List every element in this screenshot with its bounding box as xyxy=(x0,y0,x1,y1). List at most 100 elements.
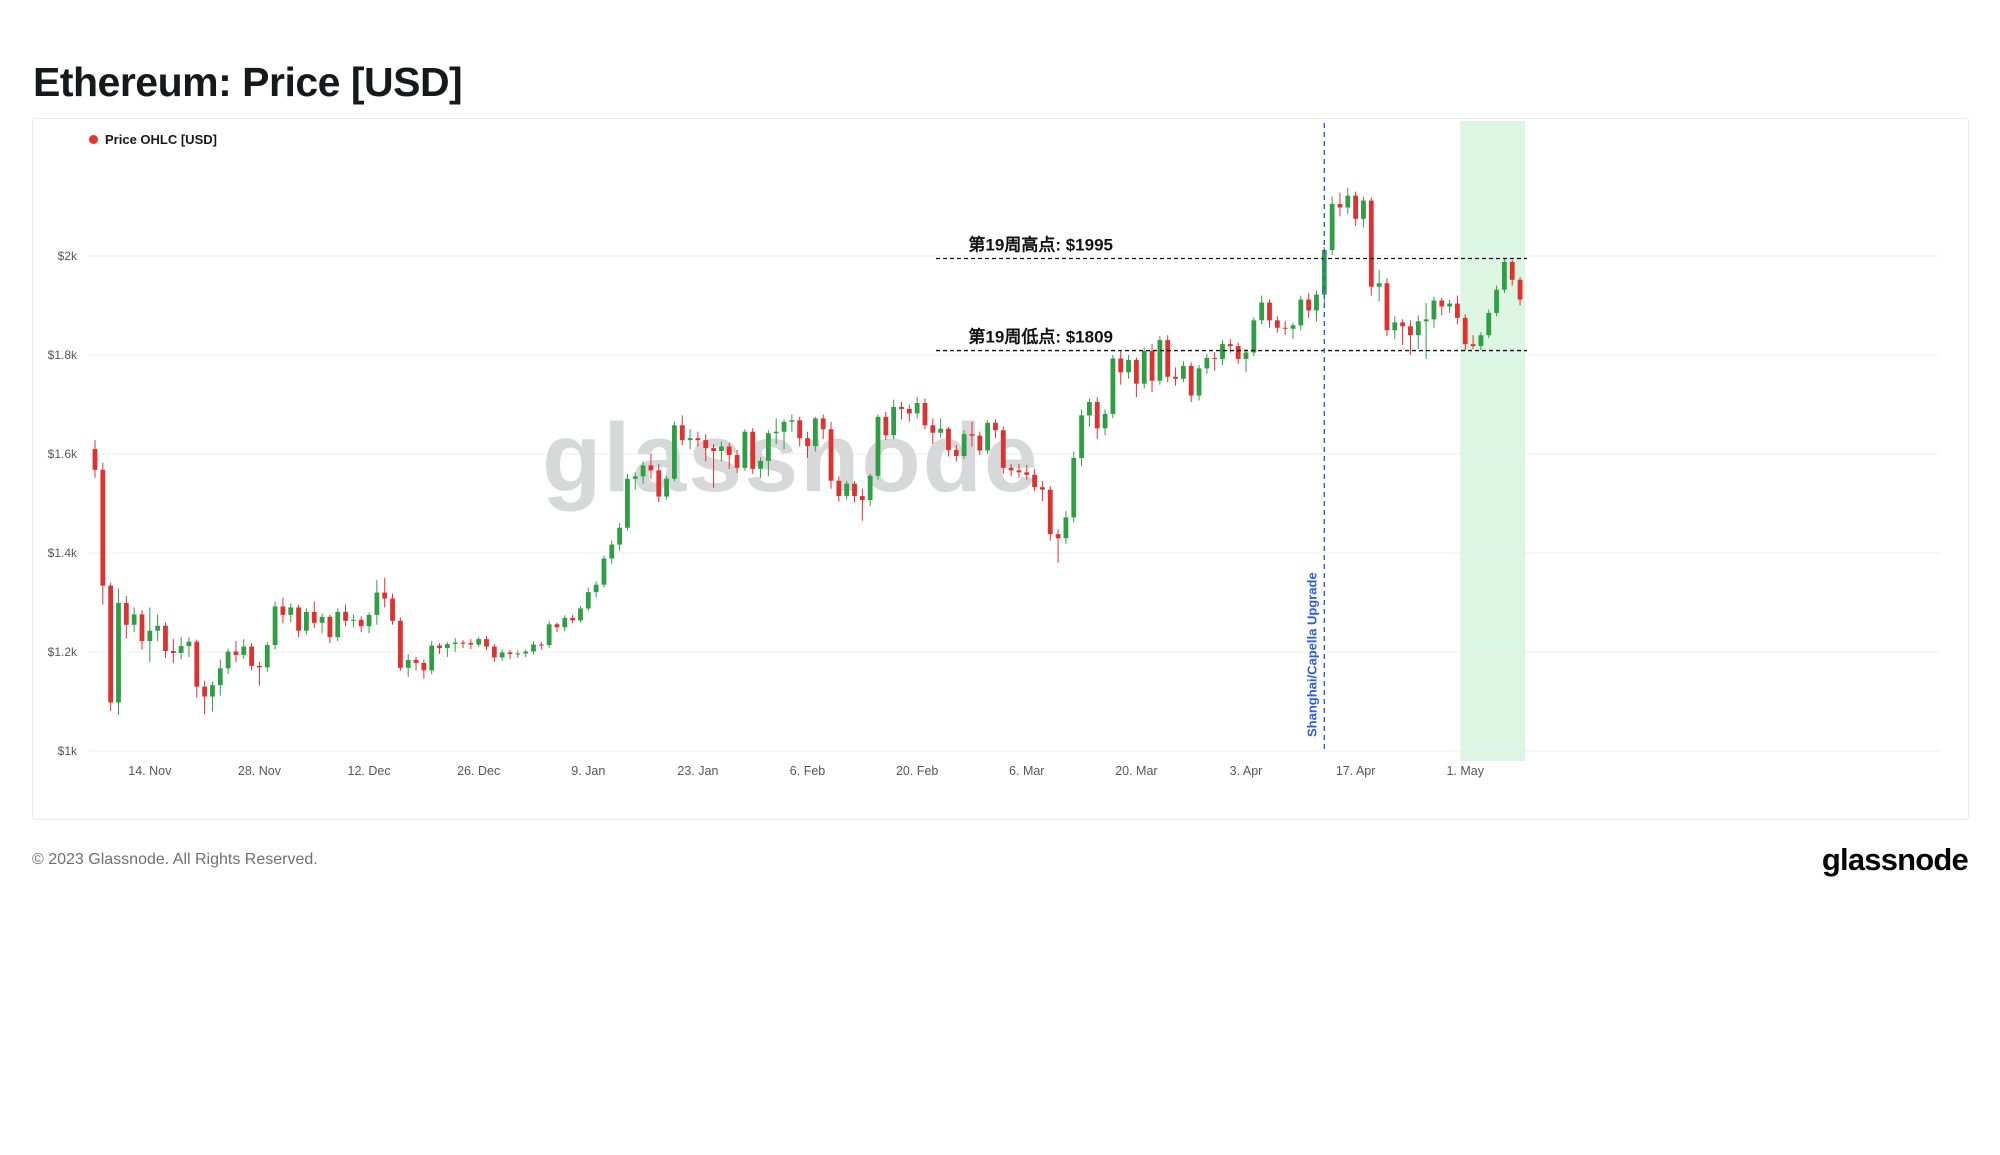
x-axis-label: 3. Apr xyxy=(1230,764,1263,778)
candle xyxy=(1126,359,1131,373)
candle xyxy=(178,646,184,653)
candle xyxy=(437,645,442,649)
candle xyxy=(1392,322,1398,331)
candle xyxy=(1024,472,1030,475)
candle xyxy=(1361,200,1366,219)
candle xyxy=(946,428,951,451)
candle xyxy=(452,642,458,645)
candle xyxy=(397,620,403,668)
candle xyxy=(585,592,591,609)
candle xyxy=(695,438,701,441)
watermark: glassnode xyxy=(542,403,1040,512)
candle xyxy=(170,651,176,653)
candle xyxy=(578,608,583,621)
candle xyxy=(632,476,638,479)
candle xyxy=(899,406,904,409)
candle xyxy=(233,651,239,655)
candle xyxy=(217,668,223,686)
candle xyxy=(1141,351,1147,384)
candle xyxy=(993,422,998,431)
candle xyxy=(1016,470,1022,473)
candle xyxy=(1032,474,1037,488)
candle xyxy=(1517,279,1523,300)
x-axis-label: 23. Jan xyxy=(677,764,718,778)
candle xyxy=(1188,365,1194,396)
candle xyxy=(1353,195,1359,219)
candle xyxy=(1047,489,1053,535)
candle xyxy=(656,470,662,497)
upgrade-event-label: Shanghai/Capella Upgrade xyxy=(1304,572,1319,737)
x-axis-label: 12. Dec xyxy=(348,764,391,778)
candle xyxy=(562,617,568,628)
y-axis-label: $1.2k xyxy=(48,645,78,659)
candle xyxy=(390,598,395,621)
candle xyxy=(186,641,192,647)
candle xyxy=(570,617,576,621)
candle xyxy=(758,460,763,469)
x-axis-label: 14. Nov xyxy=(128,764,172,778)
candle xyxy=(781,421,787,432)
candle xyxy=(350,619,356,621)
candle xyxy=(1227,344,1233,347)
y-axis-label: $1k xyxy=(58,744,78,758)
candle xyxy=(640,465,646,477)
candle xyxy=(484,639,489,647)
candle xyxy=(1220,344,1225,359)
candle xyxy=(1509,261,1515,280)
candle xyxy=(719,446,724,452)
candle xyxy=(1462,317,1468,345)
candle xyxy=(155,625,161,631)
candle xyxy=(210,685,215,697)
y-axis-label: $1.4k xyxy=(48,546,78,560)
candle xyxy=(139,614,145,642)
x-axis-label: 6. Mar xyxy=(1009,764,1044,778)
candle xyxy=(1157,340,1163,381)
candle xyxy=(249,646,254,666)
candle xyxy=(280,606,286,615)
candle xyxy=(977,435,983,451)
candle xyxy=(1063,517,1069,539)
price-ohlc-chart: $1k $1.2k $1.4k $1.6k $1.8k $2k 14. Nov 28. Nov… xyxy=(48,121,1939,778)
candle xyxy=(92,449,98,470)
candle xyxy=(797,420,803,439)
candle xyxy=(742,431,748,468)
candle xyxy=(429,645,435,671)
candle xyxy=(1110,358,1116,414)
candle xyxy=(1502,261,1507,290)
candle xyxy=(304,611,309,631)
candle xyxy=(116,602,121,703)
candle xyxy=(1079,415,1084,458)
candle xyxy=(1149,351,1155,381)
chart-card: Price OHLC [USD] $1k $1.2k $1.4k $1.6k $1.8k… xyxy=(32,118,1969,820)
candle xyxy=(711,448,716,452)
candle xyxy=(1274,320,1280,328)
candle xyxy=(1118,358,1124,373)
candle xyxy=(773,431,779,434)
candle xyxy=(546,624,552,646)
candle xyxy=(765,433,771,461)
candle xyxy=(1282,327,1288,329)
x-axis-label: 17. Apr xyxy=(1336,764,1376,778)
candle xyxy=(726,446,732,455)
candle xyxy=(1345,195,1351,208)
candle xyxy=(1196,368,1202,396)
candle xyxy=(499,652,505,658)
candle xyxy=(883,416,889,436)
x-axis-label: 28. Nov xyxy=(238,764,282,778)
candle xyxy=(311,611,317,623)
candle xyxy=(593,584,599,593)
candle xyxy=(554,624,560,628)
candle xyxy=(789,420,795,422)
candle xyxy=(679,425,685,441)
candle xyxy=(1251,320,1257,353)
candle xyxy=(812,418,818,447)
candle xyxy=(194,641,200,687)
candle xyxy=(859,496,865,501)
candle xyxy=(828,429,834,481)
glassnode-logo[interactable]: glassnode xyxy=(1821,842,1969,877)
candle xyxy=(123,602,129,625)
candle xyxy=(1494,289,1499,313)
candle xyxy=(1235,346,1241,359)
legend-item[interactable]: Price OHLC [USD] xyxy=(89,132,217,147)
